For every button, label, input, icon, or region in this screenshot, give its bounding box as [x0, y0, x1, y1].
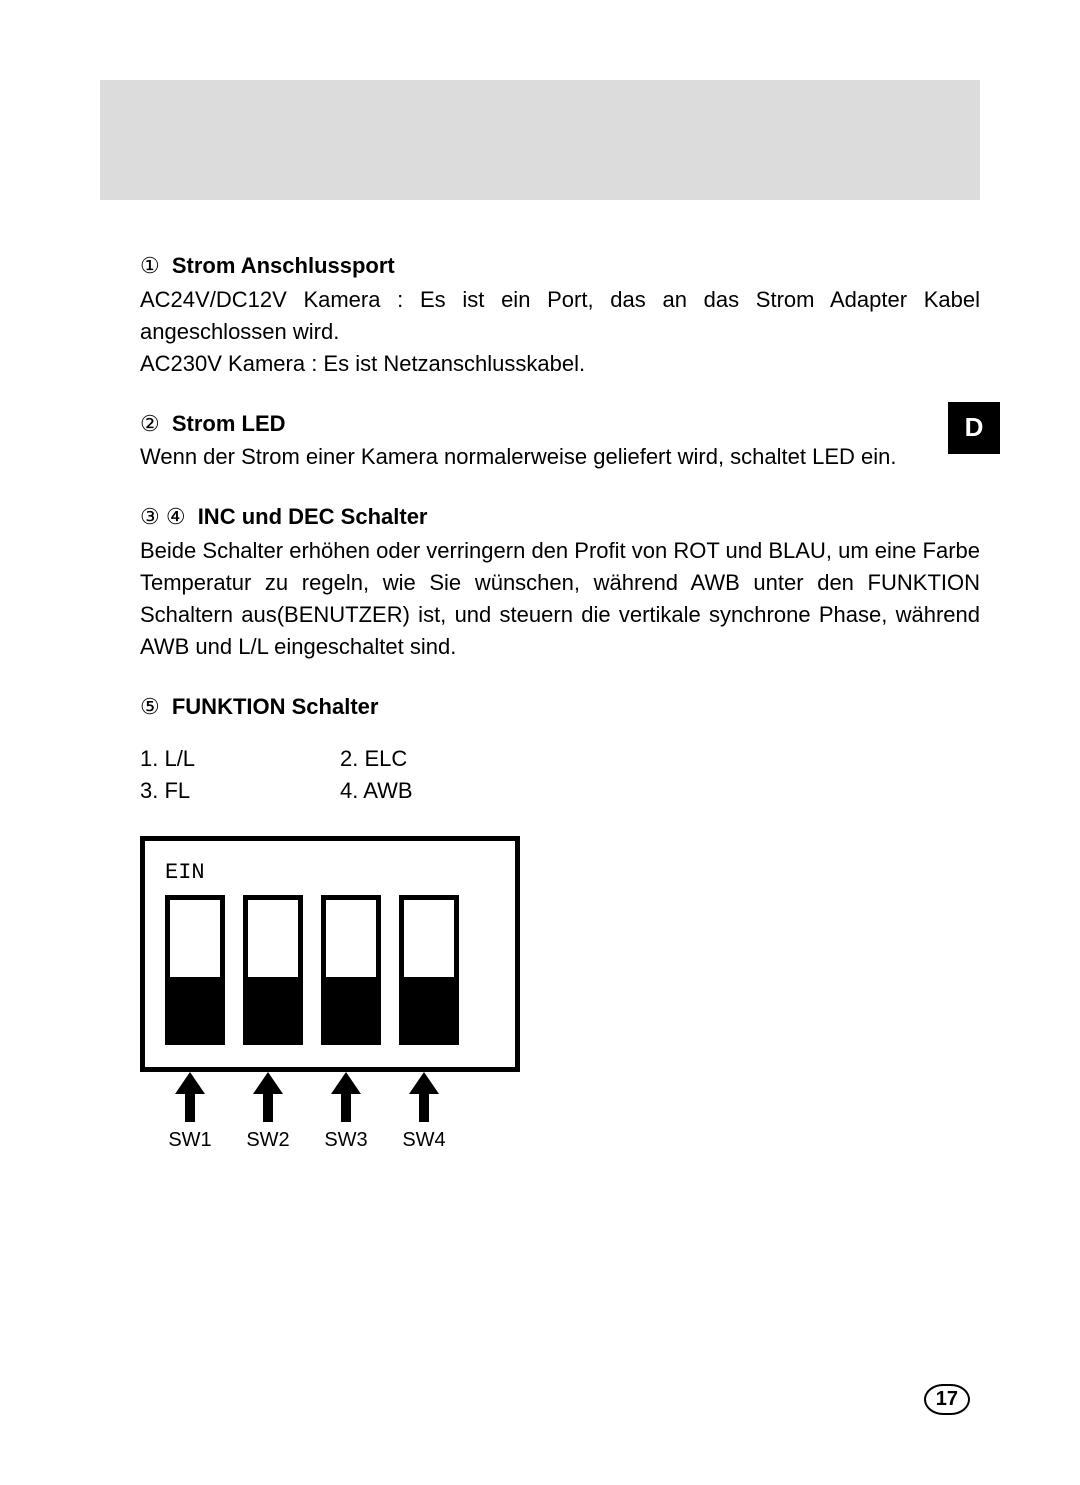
arrow-up-icon — [175, 1072, 205, 1122]
arrow-cell — [316, 1072, 376, 1122]
switch-row — [165, 895, 495, 1045]
function-item: 4. AWB — [340, 775, 540, 807]
manual-page: D ① Strom Anschlussport AC24V/DC12V Kame… — [0, 0, 1080, 1485]
section-title-text: Strom Anschlussport — [172, 253, 395, 278]
section-title: ③ ④ INC und DEC Schalter — [140, 501, 980, 533]
switch-box: EIN — [140, 836, 520, 1072]
section-power-port: ① Strom Anschlussport AC24V/DC12V Kamera… — [140, 250, 980, 380]
arrow-cell — [238, 1072, 298, 1122]
dip-switch — [243, 895, 303, 1045]
language-tab: D — [948, 402, 1000, 454]
section-marker: ① — [140, 253, 160, 278]
switch-label: SW3 — [316, 1126, 376, 1155]
section-title-text: INC und DEC Schalter — [198, 504, 428, 529]
dip-switch — [399, 895, 459, 1045]
function-item: 2. ELC — [340, 743, 540, 775]
arrow-cell — [394, 1072, 454, 1122]
content-area: D ① Strom Anschlussport AC24V/DC12V Kame… — [100, 250, 980, 1155]
section-marker: ⑤ — [140, 694, 160, 719]
section-power-led: ② Strom LED Wenn der Strom einer Kamera … — [140, 408, 980, 474]
section-body: Wenn der Strom einer Kamera normalerweis… — [140, 441, 980, 473]
section-title-text: FUNKTION Schalter — [172, 694, 379, 719]
dip-switch — [321, 895, 381, 1045]
dip-switch — [165, 895, 225, 1045]
section-inc-dec: ③ ④ INC und DEC Schalter Beide Schalter … — [140, 501, 980, 662]
section-title-text: Strom LED — [172, 411, 286, 436]
section-body: AC24V/DC12V Kamera : Es ist ein Port, da… — [140, 284, 980, 380]
page-number-text: 17 — [924, 1384, 970, 1415]
function-item: 1. L/L — [140, 743, 340, 775]
function-item: 3. FL — [140, 775, 340, 807]
arrow-up-icon — [409, 1072, 439, 1122]
page-number: 17 — [924, 1384, 970, 1415]
section-marker: ② — [140, 411, 160, 436]
section-marker: ③ ④ — [140, 504, 186, 529]
section-body: Beide Schalter erhöhen oder verringern d… — [140, 535, 980, 663]
section-function-switch: ⑤ FUNKTION Schalter 1. L/L 2. ELC 3. FL … — [140, 691, 980, 1156]
switch-diagram: EIN — [140, 836, 520, 1155]
switch-fill — [248, 977, 298, 1040]
function-row: 1. L/L 2. ELC — [140, 743, 980, 775]
ein-label: EIN — [165, 857, 495, 889]
switch-fill — [170, 977, 220, 1040]
switch-labels-row: SW1 SW2 SW3 SW4 — [140, 1126, 520, 1155]
function-row: 3. FL 4. AWB — [140, 775, 980, 807]
switch-fill — [404, 977, 454, 1040]
switch-label: SW4 — [394, 1126, 454, 1155]
function-switch-list: 1. L/L 2. ELC 3. FL 4. AWB — [140, 743, 980, 807]
arrow-row — [140, 1072, 520, 1122]
switch-label: SW2 — [238, 1126, 298, 1155]
section-title: ① Strom Anschlussport — [140, 250, 980, 282]
arrow-up-icon — [253, 1072, 283, 1122]
section-title: ⑤ FUNKTION Schalter — [140, 691, 980, 723]
section-title: ② Strom LED — [140, 408, 980, 440]
arrow-up-icon — [331, 1072, 361, 1122]
switch-label: SW1 — [160, 1126, 220, 1155]
switch-fill — [326, 977, 376, 1040]
arrow-cell — [160, 1072, 220, 1122]
header-bar — [100, 80, 980, 200]
